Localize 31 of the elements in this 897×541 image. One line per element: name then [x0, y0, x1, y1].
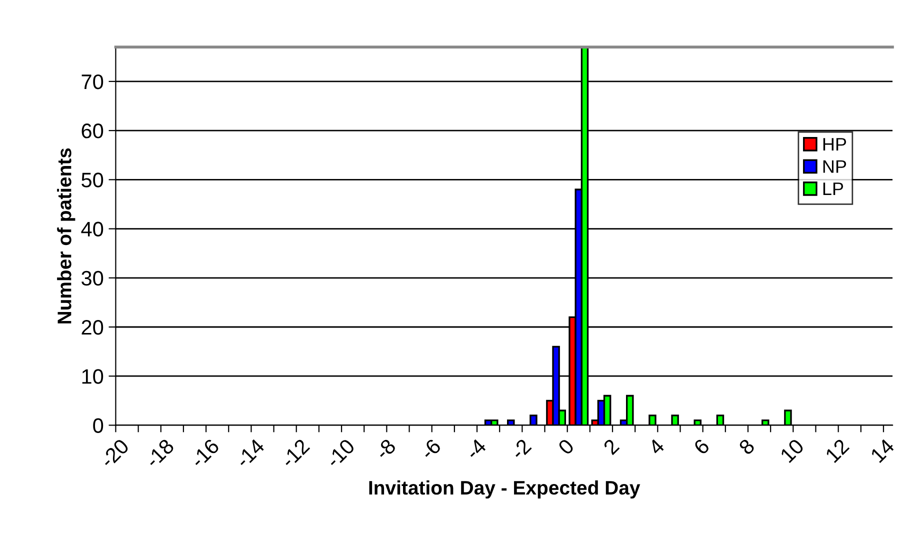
y-tick-label: 40 [81, 222, 104, 237]
x-tick-label: -20 [99, 438, 130, 468]
legend-label: HP [823, 138, 846, 150]
x-tick-label: -12 [280, 438, 310, 468]
x-tick-label: -14 [234, 438, 266, 468]
x-tick-label: 10 [780, 438, 805, 464]
x-tick-label: -10 [325, 438, 356, 468]
y-tick-label: 50 [82, 172, 104, 188]
y-tick-label: 0 [93, 418, 104, 433]
y-tick-label: 10 [82, 369, 104, 384]
x-tick-label: 12 [824, 438, 850, 463]
x-tick-label: -6 [419, 438, 442, 460]
y-tick-label: 20 [82, 320, 104, 335]
x-tick-label: 4 [648, 438, 666, 456]
x-tick-label: 8 [738, 438, 756, 456]
legend-label: LP [823, 182, 844, 195]
y-axis-title: Number of patients [57, 148, 76, 324]
x-tick-label: 2 [602, 438, 620, 456]
x-tick-label: -8 [374, 438, 397, 460]
y-tick-label: 70 [82, 74, 104, 90]
x-tick-label: 14 [870, 438, 896, 463]
x-tick-label: -18 [144, 438, 175, 468]
x-tick-label: 0 [557, 438, 575, 456]
x-tick-label: 6 [693, 438, 710, 456]
y-tick-label: 30 [82, 270, 104, 286]
x-axis-title: Invitation Day - Expected Day [369, 480, 640, 499]
y-tick-label: 60 [82, 124, 104, 138]
x-tick-label: -16 [190, 438, 220, 468]
legend-label: NP [823, 160, 846, 173]
x-tick-label: -4 [464, 438, 487, 460]
x-tick-label: -2 [510, 438, 532, 460]
